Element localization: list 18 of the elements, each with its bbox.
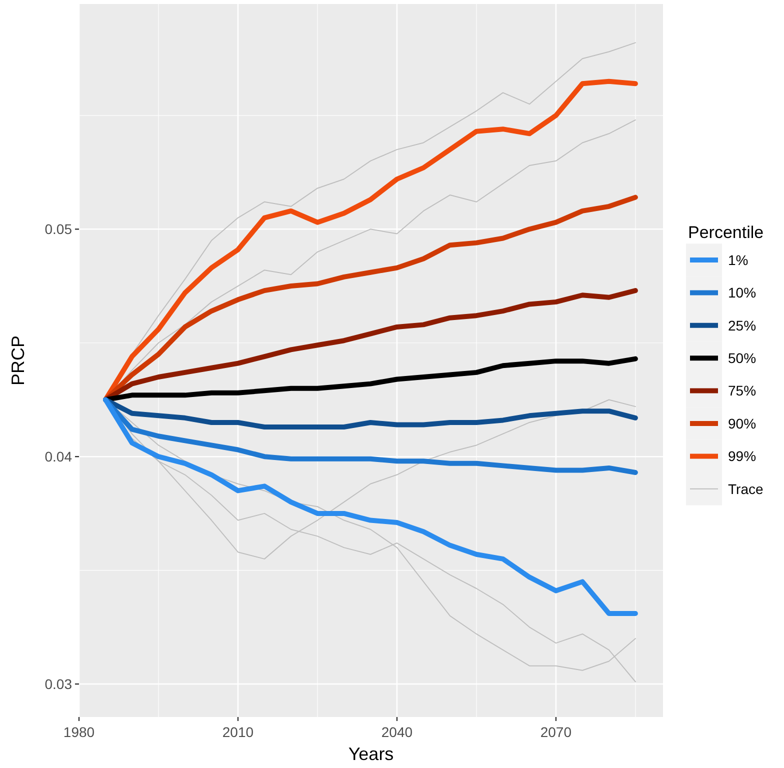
legend-label: 99%: [728, 448, 756, 464]
x-tick-label: 2040: [381, 724, 413, 740]
x-tick-label: 1980: [63, 724, 95, 740]
legend-title: Percentile: [688, 223, 764, 242]
x-axis-title: Years: [348, 744, 394, 764]
legend-label: 10%: [728, 284, 756, 301]
legend-label: 50%: [728, 350, 756, 366]
y-tick-label: 0.03: [44, 676, 72, 692]
legend-label: Trace: [728, 480, 764, 497]
x-tick-label: 2010: [222, 724, 254, 740]
legend-label: 1%: [728, 252, 748, 268]
y-tick-label: 0.05: [44, 221, 72, 238]
x-tick-label: 2070: [540, 724, 572, 740]
y-tick-label: 0.04: [44, 448, 72, 464]
y-axis-title: PRCP: [8, 335, 28, 386]
legend-label: 25%: [728, 317, 756, 334]
legend-label: 90%: [728, 415, 756, 432]
legend-label: 75%: [728, 382, 756, 399]
